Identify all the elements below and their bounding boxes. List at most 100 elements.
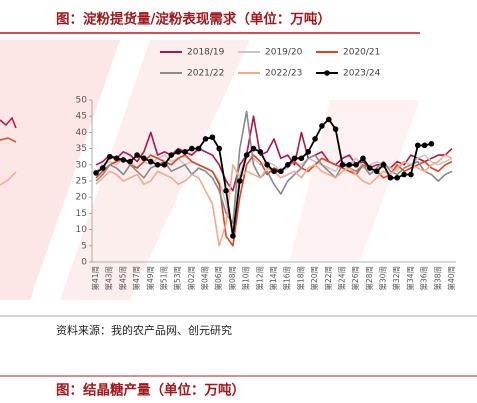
y-tick-label: 20	[76, 193, 88, 203]
point	[147, 158, 154, 165]
point	[106, 153, 113, 160]
x-tick-label: 第06周	[213, 266, 223, 291]
point	[380, 162, 387, 168]
x-tick-label: 第18周	[295, 266, 305, 291]
cut-line	[0, 171, 17, 186]
point	[93, 170, 99, 176]
point	[209, 134, 216, 141]
x-tick-label: 第26周	[350, 266, 360, 291]
x-tick-label: 第36周	[419, 266, 429, 291]
point	[305, 149, 312, 155]
x-tick-label: 第47周	[131, 266, 141, 291]
point	[120, 157, 127, 163]
x-tick-label: 第45周	[117, 266, 127, 291]
point	[264, 162, 270, 168]
y-tick-label: 15	[76, 209, 87, 219]
point	[319, 123, 325, 129]
y-tick-label: 50	[76, 96, 88, 106]
cut-line	[0, 116, 17, 129]
point	[134, 152, 140, 158]
x-tick-label: 第04周	[200, 266, 210, 291]
x-tick-label: 第41周	[90, 266, 100, 291]
point	[243, 152, 250, 158]
y-tick-label: 30	[76, 160, 88, 170]
point	[202, 136, 209, 142]
x-tick-label: 第32周	[391, 266, 401, 291]
watermark	[60, 40, 250, 300]
point	[428, 140, 435, 147]
point	[360, 155, 366, 162]
x-tick-label: 第40周	[446, 266, 456, 291]
point	[408, 171, 414, 178]
point	[100, 165, 106, 171]
legend-label: 2022/23	[265, 69, 302, 79]
point	[168, 152, 175, 158]
point	[373, 168, 380, 175]
x-tick-label: 第43周	[104, 266, 114, 291]
x-tick-label: 第12周	[254, 266, 264, 291]
series-line	[95, 115, 453, 192]
y-tick-label: 0	[81, 258, 87, 268]
point	[127, 158, 134, 165]
point	[339, 162, 346, 168]
point	[346, 162, 353, 168]
legend-label: 2019/20	[265, 48, 303, 58]
point	[298, 155, 305, 162]
point	[387, 174, 394, 181]
x-tick-label: 第10周	[241, 266, 251, 291]
point	[257, 149, 264, 155]
point	[325, 116, 332, 123]
y-tick-label: 5	[81, 241, 87, 251]
y-tick-label: 10	[76, 225, 88, 235]
x-tick-label: 第24周	[336, 266, 346, 291]
x-tick-label: 第02周	[186, 266, 196, 291]
watermark	[0, 40, 120, 300]
x-tick-label: 第30周	[378, 266, 388, 291]
point	[175, 149, 181, 155]
point	[421, 142, 428, 149]
x-tick-label: 第34周	[405, 266, 415, 291]
x-tick-label: 第28周	[364, 266, 374, 291]
y-tick-label: 35	[76, 144, 87, 154]
x-tick-label: 第49周	[145, 266, 155, 291]
legend-label: 2021/22	[187, 69, 224, 79]
point	[353, 162, 359, 168]
point	[154, 162, 161, 168]
legend-label: 2020/21	[343, 48, 380, 58]
point	[250, 145, 257, 152]
x-tick-label: 第14周	[268, 266, 278, 291]
x-tick-label: 第53周	[172, 266, 182, 291]
point	[113, 155, 120, 162]
point	[332, 126, 339, 132]
point	[367, 165, 373, 171]
source: 资料来源：我的农产品网、创元研究	[56, 323, 232, 337]
y-tick-label: 25	[76, 177, 87, 187]
cut-line	[0, 137, 17, 143]
next-title: 图：结晶糖产量（单位：万吨）	[56, 382, 245, 399]
watermark	[290, 100, 420, 260]
x-tick-label: 第20周	[309, 266, 319, 291]
point	[182, 149, 188, 155]
x-tick-label: 第16周	[282, 266, 292, 291]
point	[312, 136, 318, 142]
point	[230, 233, 236, 239]
y-tick-label: 40	[76, 128, 88, 138]
legend-label: 2018/19	[187, 48, 225, 58]
point	[284, 162, 291, 168]
x-tick-label: 第38周	[432, 266, 442, 291]
point	[195, 145, 202, 152]
point	[278, 168, 284, 175]
chart-title: 图：淀粉提货量/淀粉表现需求（单位：万吨）	[56, 11, 331, 28]
point	[141, 155, 147, 162]
point	[401, 171, 407, 178]
point	[161, 162, 168, 168]
x-tick-label: 第51周	[158, 266, 168, 291]
point	[236, 178, 243, 184]
y-tick-label: 45	[76, 112, 87, 122]
point	[189, 145, 195, 152]
point	[394, 174, 401, 181]
point	[414, 142, 421, 149]
x-tick-label: 第08周	[227, 266, 237, 291]
series-line	[95, 154, 453, 231]
